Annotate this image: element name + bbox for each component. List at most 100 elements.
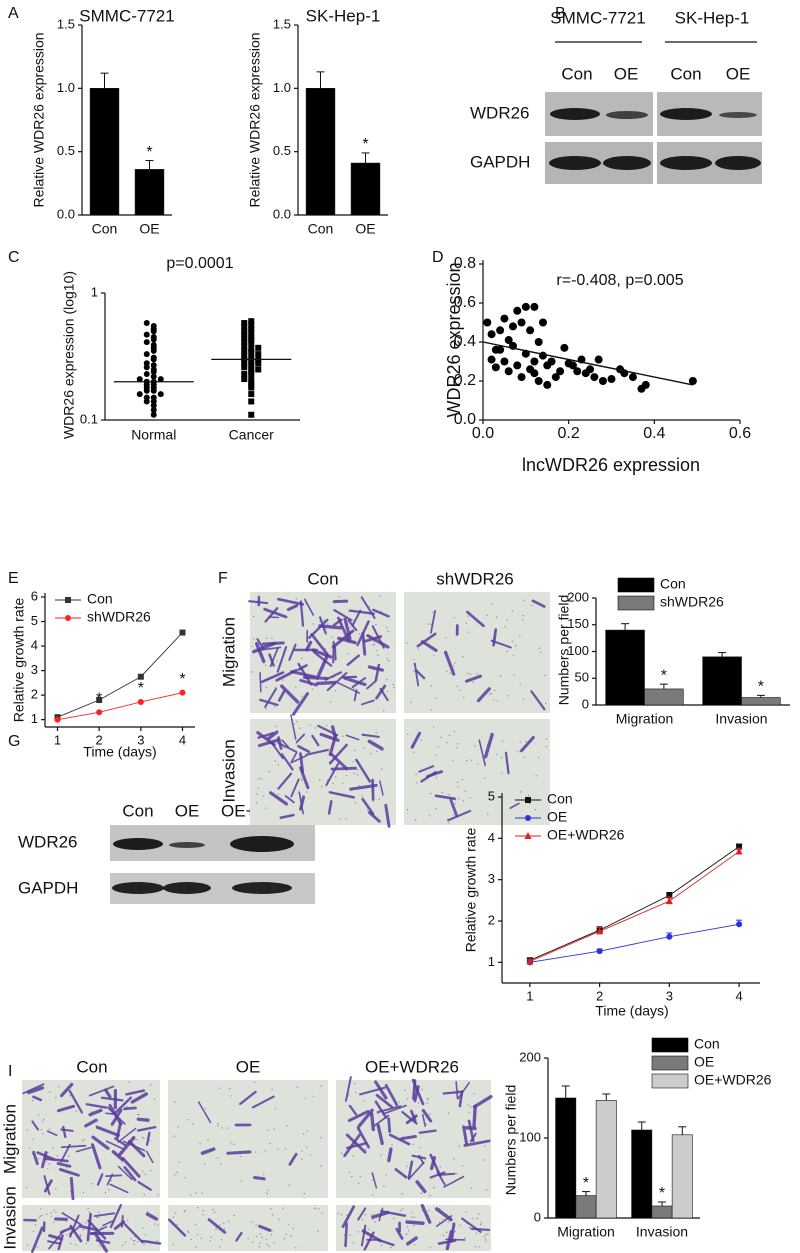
pore bbox=[398, 1101, 400, 1103]
point bbox=[500, 314, 509, 323]
cell bbox=[375, 1093, 394, 1109]
cell bbox=[298, 791, 304, 815]
cell bbox=[420, 770, 437, 783]
pore bbox=[457, 786, 459, 788]
pore bbox=[438, 1221, 441, 1224]
pore bbox=[442, 1234, 444, 1237]
point bbox=[248, 334, 255, 341]
cell bbox=[263, 607, 288, 619]
point bbox=[241, 339, 248, 346]
pore bbox=[351, 1175, 353, 1178]
x-tick-label: OE bbox=[139, 221, 159, 237]
cell bbox=[367, 739, 384, 751]
y-tick-label: 200 bbox=[519, 1049, 541, 1064]
y-axis-label: Relative WDR26 expression bbox=[31, 32, 47, 207]
cell bbox=[387, 1147, 393, 1163]
pore bbox=[311, 688, 314, 690]
cell bbox=[105, 1140, 124, 1150]
cell bbox=[387, 1117, 392, 1133]
cell bbox=[146, 1150, 154, 1164]
pore bbox=[428, 815, 431, 817]
bar bbox=[350, 162, 381, 216]
cell bbox=[104, 1088, 112, 1099]
pore bbox=[468, 1226, 471, 1229]
cell bbox=[400, 1134, 417, 1141]
point bbox=[547, 357, 556, 366]
cell bbox=[252, 641, 277, 654]
cell bbox=[113, 1220, 126, 1230]
cell bbox=[266, 730, 279, 741]
pore bbox=[219, 1246, 221, 1248]
pore bbox=[174, 1101, 176, 1103]
cell bbox=[291, 692, 309, 716]
cell bbox=[421, 1114, 426, 1128]
pore bbox=[387, 659, 390, 662]
legend-swatch bbox=[651, 1037, 689, 1053]
pore bbox=[266, 1129, 269, 1132]
pore bbox=[270, 1207, 272, 1210]
cell bbox=[91, 1135, 110, 1150]
pore bbox=[376, 750, 378, 752]
point bbox=[96, 697, 103, 704]
cell bbox=[360, 596, 376, 619]
panel-label: D bbox=[432, 249, 444, 266]
point bbox=[526, 326, 535, 335]
pore bbox=[354, 802, 356, 804]
cell bbox=[312, 650, 333, 667]
cell bbox=[449, 1222, 456, 1243]
point bbox=[248, 326, 255, 333]
bar bbox=[741, 697, 781, 706]
pore bbox=[431, 611, 434, 613]
pore bbox=[320, 1136, 322, 1139]
cell bbox=[411, 1154, 427, 1160]
pore bbox=[282, 679, 284, 681]
pore bbox=[35, 1224, 37, 1226]
point bbox=[150, 373, 157, 380]
pore bbox=[85, 1242, 87, 1245]
pore bbox=[447, 821, 450, 824]
pore bbox=[274, 760, 277, 762]
bar bbox=[605, 629, 645, 706]
pore bbox=[374, 1221, 376, 1223]
pore bbox=[274, 686, 277, 689]
pore bbox=[40, 1128, 43, 1131]
cell bbox=[347, 1109, 370, 1123]
point bbox=[504, 336, 513, 345]
pore bbox=[429, 1246, 431, 1249]
legend-swatch bbox=[651, 1055, 689, 1071]
cell bbox=[297, 662, 313, 686]
pore bbox=[456, 781, 459, 783]
pore bbox=[40, 1208, 42, 1210]
pore bbox=[142, 1136, 144, 1139]
pore bbox=[277, 793, 280, 796]
point bbox=[483, 318, 492, 327]
point bbox=[241, 371, 248, 378]
point bbox=[248, 378, 255, 385]
pore bbox=[399, 1210, 402, 1212]
pore bbox=[453, 1158, 455, 1160]
cell bbox=[346, 1142, 368, 1150]
pore bbox=[296, 720, 298, 723]
y-tick-label: 0 bbox=[582, 696, 589, 711]
cell bbox=[443, 1175, 465, 1188]
pore bbox=[173, 1135, 176, 1138]
point bbox=[150, 362, 157, 369]
pore bbox=[406, 1165, 408, 1168]
y-tick-label: 6 bbox=[31, 588, 38, 603]
pore bbox=[240, 1155, 242, 1158]
pore bbox=[29, 1147, 31, 1149]
x-axis-label: Time (days) bbox=[595, 1003, 668, 1019]
cell bbox=[260, 671, 285, 684]
cell bbox=[31, 1226, 44, 1253]
cell bbox=[442, 1090, 463, 1095]
cell bbox=[465, 674, 482, 683]
cell bbox=[117, 1165, 133, 1181]
x-tick-label: 0.6 bbox=[729, 425, 751, 442]
cell bbox=[299, 600, 305, 627]
cell bbox=[94, 1232, 109, 1253]
bar bbox=[575, 1195, 597, 1219]
y-tick-label: 1 bbox=[31, 711, 38, 726]
cell bbox=[328, 791, 356, 799]
pore bbox=[414, 819, 417, 821]
y-tick-label: 0.4 bbox=[454, 333, 476, 350]
